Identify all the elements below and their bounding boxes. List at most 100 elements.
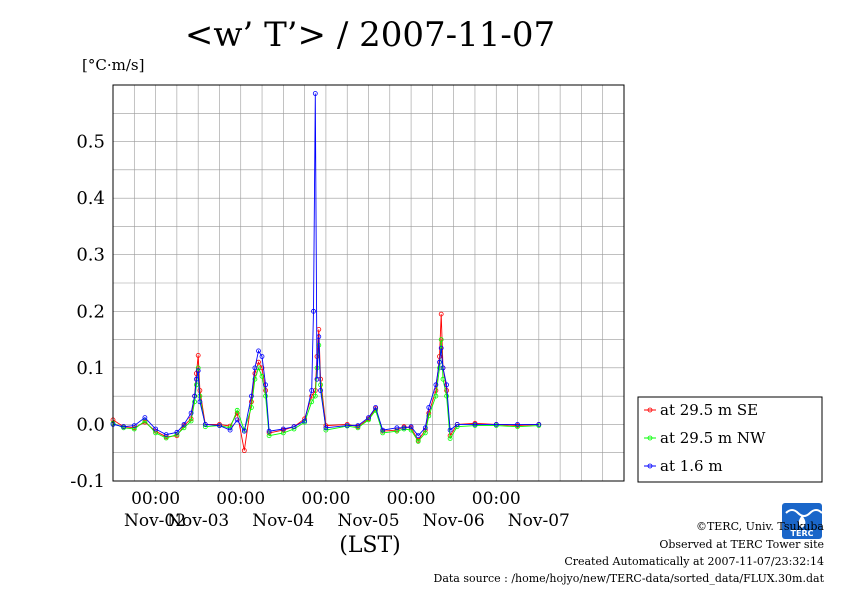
y-tick-label: 0.4 — [76, 188, 105, 209]
data-point — [174, 429, 180, 435]
data-point — [394, 425, 400, 431]
data-point — [472, 421, 478, 427]
y-tick-label: 0.2 — [76, 301, 105, 322]
data-point — [181, 421, 187, 427]
data-point — [426, 413, 432, 419]
data-point — [192, 393, 198, 399]
data-point — [263, 393, 269, 399]
data-point — [234, 417, 240, 423]
data-point — [181, 425, 187, 431]
data-point — [188, 418, 194, 424]
data-point — [438, 311, 444, 317]
data-point — [316, 334, 322, 340]
data-point — [433, 393, 439, 399]
data-point — [515, 421, 520, 427]
y-tick-label: 0.1 — [76, 358, 105, 379]
data-point — [422, 425, 428, 431]
created-text: Created Automatically at 2007-11-07/23:3… — [564, 555, 824, 568]
legend-box — [637, 396, 823, 483]
legend-swatch-marker — [647, 435, 653, 441]
data-point — [188, 410, 194, 416]
data-point — [380, 430, 386, 436]
series-line — [112, 93, 539, 437]
data-point — [493, 421, 499, 427]
data-point — [263, 382, 269, 388]
y-tick-label: 0.3 — [76, 245, 105, 266]
data-point — [311, 308, 316, 314]
y-axis-unit-label: [°C·m/s] — [82, 56, 144, 74]
data-point — [415, 433, 421, 439]
data-point — [366, 415, 371, 421]
series-line — [112, 339, 539, 443]
copyright-text: ©TERC, Univ. Tsukuba — [695, 520, 824, 533]
x-axis-ticks: Nov-0200:00Nov-0300:00Nov-0400:00Nov-050… — [124, 489, 570, 531]
y-axis-ticks: -0.1 0.0 0.1 0.2 0.3 0.4 0.5 — [70, 132, 105, 492]
data-point — [444, 393, 450, 399]
data-point — [193, 376, 199, 382]
data-point — [142, 418, 148, 424]
data-point — [415, 438, 421, 444]
x-tick-date-label: Nov-02 — [124, 511, 186, 531]
data-point — [163, 432, 169, 438]
x-tick-time-label: 00:00 — [387, 489, 436, 509]
data-point — [437, 359, 442, 365]
x-tick-time-label: 00:00 — [131, 489, 180, 509]
data-point — [437, 365, 442, 371]
x-tick-date-label: Nov-04 — [252, 511, 314, 531]
data-point — [309, 393, 315, 399]
data-point — [373, 405, 379, 410]
data-point — [454, 421, 460, 427]
data-point — [447, 427, 453, 433]
y-tick-label: -0.1 — [70, 471, 105, 492]
x-tick-time-label: 00:00 — [301, 489, 350, 509]
x-tick-date-label: Nov-03 — [167, 511, 229, 531]
data-point — [309, 399, 315, 405]
data-point — [312, 91, 318, 96]
observed-text: Observed at TERC Tower site — [659, 538, 824, 551]
legend-swatch-marker — [647, 463, 653, 469]
data-point — [266, 433, 272, 439]
data-point — [266, 428, 272, 434]
series-3 — [110, 91, 542, 439]
data-point — [408, 427, 414, 433]
chart-title: <w’ T’> / 2007-11-07 — [185, 15, 555, 55]
data-point — [318, 388, 324, 393]
legend-swatch-marker — [647, 407, 653, 413]
grid-lines — [113, 84, 624, 482]
legend-label: at 29.5 m NW — [660, 429, 766, 447]
data-point — [314, 376, 320, 382]
legend-label: at 29.5 m SE — [660, 401, 758, 419]
data-point — [447, 436, 453, 442]
x-tick-date-label: Nov-06 — [423, 511, 485, 531]
data-point — [323, 425, 329, 431]
y-tick-label: 0.0 — [76, 414, 105, 435]
data-point — [121, 424, 126, 430]
data-point — [234, 407, 240, 413]
data-point — [241, 448, 247, 453]
data-point — [227, 427, 233, 433]
legend-label: at 1.6 m — [660, 457, 723, 475]
data-point — [153, 426, 159, 432]
plot-frame — [112, 84, 625, 482]
data-point — [142, 415, 148, 421]
data-point — [259, 373, 265, 379]
data-point — [433, 382, 439, 388]
x-tick-time-label: 00:00 — [472, 489, 521, 509]
data-point — [248, 399, 254, 405]
logo-text: TERC — [791, 529, 814, 538]
data-point — [192, 399, 198, 405]
data-point — [394, 428, 400, 434]
data-point — [355, 423, 361, 429]
data-point — [426, 405, 432, 410]
data-point — [302, 418, 308, 424]
terc-logo: TERC — [782, 503, 822, 539]
legend: at 29.5 m SE at 29.5 m NW at 1.6 m — [637, 396, 823, 483]
data-point — [291, 424, 297, 430]
data-point — [259, 365, 265, 371]
y-tick-label: 0.5 — [76, 132, 105, 153]
data-point — [280, 426, 286, 432]
data-point — [536, 421, 542, 427]
data-point — [312, 393, 318, 399]
data-point — [444, 382, 450, 388]
